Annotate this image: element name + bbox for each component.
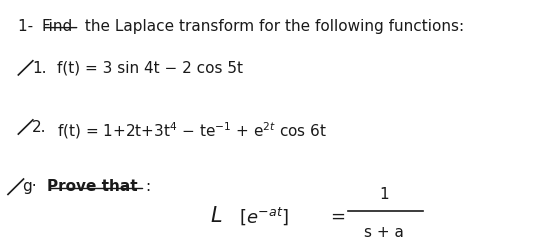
Text: $\left[e^{-at}\right]$: $\left[e^{-at}\right]$ [238, 205, 289, 226]
Text: Find: Find [42, 19, 73, 34]
Text: $=$: $=$ [327, 207, 346, 225]
Text: Prove that: Prove that [47, 179, 137, 194]
Text: f(t) = 3 sin 4t − 2 cos 5t: f(t) = 3 sin 4t − 2 cos 5t [57, 61, 243, 76]
Text: $\mathit{L}$: $\mathit{L}$ [210, 206, 223, 226]
Text: the Laplace transform for the following functions:: the Laplace transform for the following … [79, 19, 464, 34]
Text: 2.: 2. [32, 120, 47, 135]
Text: s + a: s + a [364, 225, 404, 240]
Text: g·: g· [22, 179, 37, 194]
Text: 1.: 1. [32, 61, 47, 76]
Text: :: : [146, 179, 150, 194]
Text: 1-: 1- [19, 19, 38, 34]
Text: f(t) = 1+2t+3t$^4$ $-$ te$^{-1}$ + e$^{2t}$ cos 6t: f(t) = 1+2t+3t$^4$ $-$ te$^{-1}$ + e$^{2… [57, 120, 327, 141]
Text: 1: 1 [379, 187, 389, 202]
